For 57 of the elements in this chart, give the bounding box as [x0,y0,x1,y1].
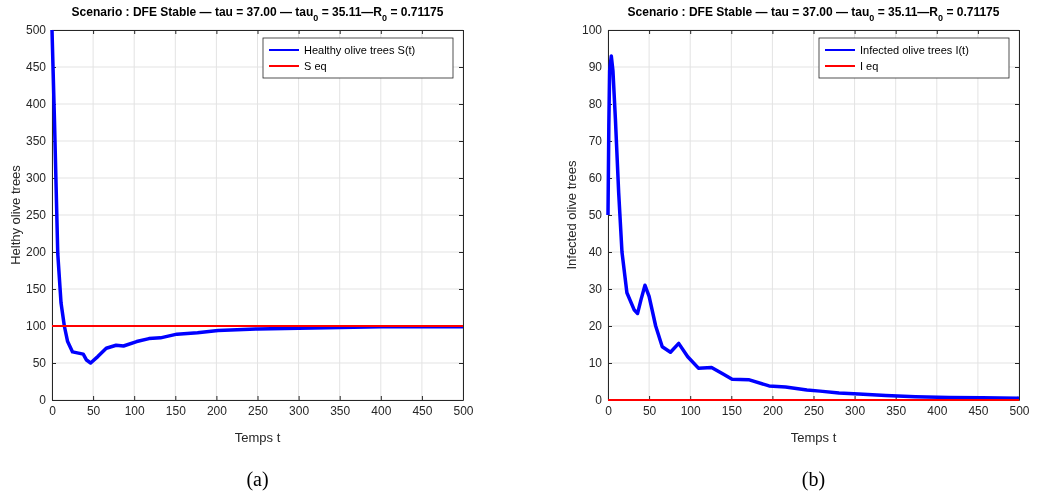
x-tick-label: 50 [642,403,657,418]
x-tick-label: 250 [247,403,269,418]
x-tick-label: 350 [886,403,907,418]
x-tick-label: 300 [289,403,310,418]
y-tick-label: 450 [25,60,47,75]
y-tick-label: 50 [32,356,47,371]
x-tick-label: 150 [721,403,743,418]
y-tick-label: 20 [588,319,603,334]
x-tick-label: 150 [165,403,187,418]
x-tick-label: 250 [803,403,825,418]
y-tick-label: 150 [25,282,47,297]
x-tick-label: 350 [330,403,351,418]
x-axis-title: Temps t [234,430,281,445]
chart-title: Scenario : DFE Stable — tau = 37.00 — tau$_{0}$ = 35.11—R$_{0}$ = 0.71175 [627,5,1000,23]
y-tick-label: 350 [25,134,47,149]
y-tick-label: 30 [588,282,603,297]
x-tick-label: 500 [453,403,474,418]
x-axis-title: Temps t [790,430,837,445]
x-tick-label: 300 [845,403,866,418]
y-tick-label: 0 [39,393,47,408]
legend-label: S eq [304,60,327,72]
y-tick-label: 10 [588,356,603,371]
x-tick-label: 0 [49,403,57,418]
x-tick-label: 400 [927,403,948,418]
y-tick-label: 60 [588,171,603,186]
legend-label: Infected olive trees I(t) [860,44,969,56]
x-tick-label: 200 [206,403,228,418]
y-tick-label: 500 [25,23,47,38]
y-tick-label: 0 [595,393,603,408]
y-tick-label: 100 [25,319,47,334]
x-tick-label: 200 [762,403,784,418]
chart-title: Scenario : DFE Stable — tau = 37.00 — tau$_{0}$ = 35.11—R$_{0}$ = 0.71175 [71,5,444,23]
x-tick-label: 100 [124,403,146,418]
line-series [606,54,1021,400]
x-tick-label: 450 [968,403,989,418]
y-axis-title: Helthy olive trees [8,164,23,265]
y-tick-label: 200 [25,245,47,260]
text: (b) [801,468,826,491]
y-tick-label: 400 [25,97,47,112]
legend-label: I eq [860,60,879,72]
y-tick-label: 250 [25,208,47,223]
x-tick-label: 50 [86,403,101,418]
y-tick-label: 100 [581,23,603,38]
y-tick-label: 70 [588,134,603,149]
x-tick-label: 100 [680,403,702,418]
y-tick-label: 40 [588,245,603,260]
y-axis-title: Infected olive trees [564,159,579,270]
y-tick-label: 50 [588,208,603,223]
x-tick-label: 500 [1009,403,1030,418]
y-tick-label: 80 [588,97,603,112]
y-tick-label: 90 [588,60,603,75]
text: (a) [246,468,269,491]
x-tick-label: 450 [412,403,433,418]
legend-label: Healthy olive trees S(t) [304,44,416,56]
x-tick-label: 0 [605,403,613,418]
y-tick-label: 300 [25,171,47,186]
x-tick-label: 400 [371,403,392,418]
